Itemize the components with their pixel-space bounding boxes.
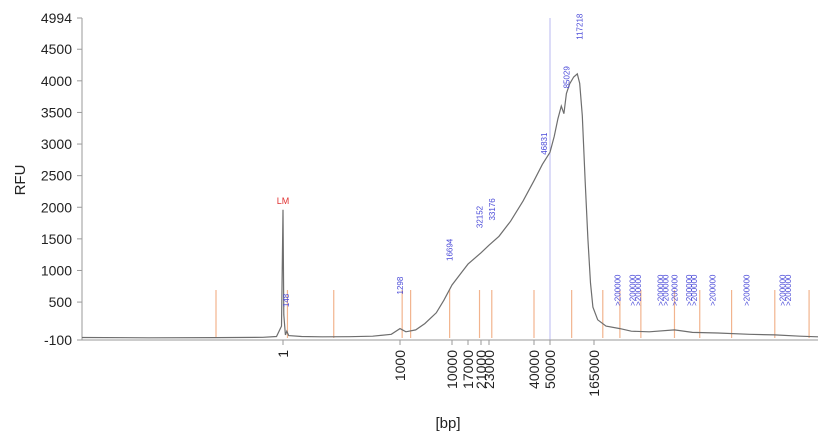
peak-label: >200000 xyxy=(628,274,637,306)
x-tick-label: 10000 xyxy=(444,350,460,389)
x-tick-label: 40000 xyxy=(526,350,542,389)
y-tick-label: 4500 xyxy=(41,41,72,57)
y-tick-label: 1000 xyxy=(41,262,72,278)
y-tick-label: 2000 xyxy=(41,199,72,215)
y-axis-label: RFU xyxy=(12,165,29,196)
y-tick-label: 4994 xyxy=(41,10,72,26)
peak-label: >200000 xyxy=(690,274,699,306)
y-tick-label: 3000 xyxy=(41,136,72,152)
peak-label: 148 xyxy=(282,293,291,307)
peak-label: >200000 xyxy=(742,274,751,306)
peak-label: 117218 xyxy=(576,13,585,40)
peak-label: 16694 xyxy=(446,238,455,261)
lm-label: LM xyxy=(277,196,290,206)
peak-label: >200000 xyxy=(657,274,666,306)
x-tick-label: 17000 xyxy=(460,350,476,389)
peak-label: >200000 xyxy=(634,274,643,306)
x-tick-label: 165000 xyxy=(586,350,602,397)
y-ticks: -100 500 1000 1500 2000 2500 3000 3500 4000 4500 4… xyxy=(41,10,82,348)
peak-label: 46831 xyxy=(540,132,549,155)
x-tick-label: 23000 xyxy=(481,350,497,389)
rfu-trace-line xyxy=(81,72,819,339)
lm-marker: LM xyxy=(277,196,290,206)
x-tick-label: 1000 xyxy=(392,350,408,381)
peak-label: 85029 xyxy=(562,66,571,89)
peak-label: >200000 xyxy=(662,274,671,306)
peak-label: >200000 xyxy=(613,274,622,306)
y-tick-label: 4000 xyxy=(41,73,72,89)
peak-label: >200000 xyxy=(685,274,694,306)
x-tick-label: 1 xyxy=(275,350,291,358)
size-marker-lines xyxy=(215,290,810,338)
y-tick-label: 3500 xyxy=(41,104,72,120)
x-axis-label: [bp] xyxy=(435,415,460,432)
y-tick-label: 1500 xyxy=(41,231,72,247)
axes xyxy=(81,18,818,341)
y-tick-label: -100 xyxy=(44,332,72,348)
peak-label: 1298 xyxy=(396,276,405,294)
peak-label: >200000 xyxy=(779,274,788,306)
peak-label: 32152 xyxy=(476,205,485,228)
peak-label: >200000 xyxy=(670,274,679,306)
y-tick-label: 500 xyxy=(49,294,73,310)
y-tick-label: 2500 xyxy=(41,168,72,184)
x-tick-label: 50000 xyxy=(542,350,558,389)
peak-labels: 148 1298 16694 32152 33176 46831 85029 117218 >2… xyxy=(282,13,793,307)
peak-label: >200000 xyxy=(784,274,793,306)
peak-label: >200000 xyxy=(708,274,717,306)
x-tick-label: 21000 xyxy=(473,350,489,389)
peak-label: 33176 xyxy=(488,198,497,221)
